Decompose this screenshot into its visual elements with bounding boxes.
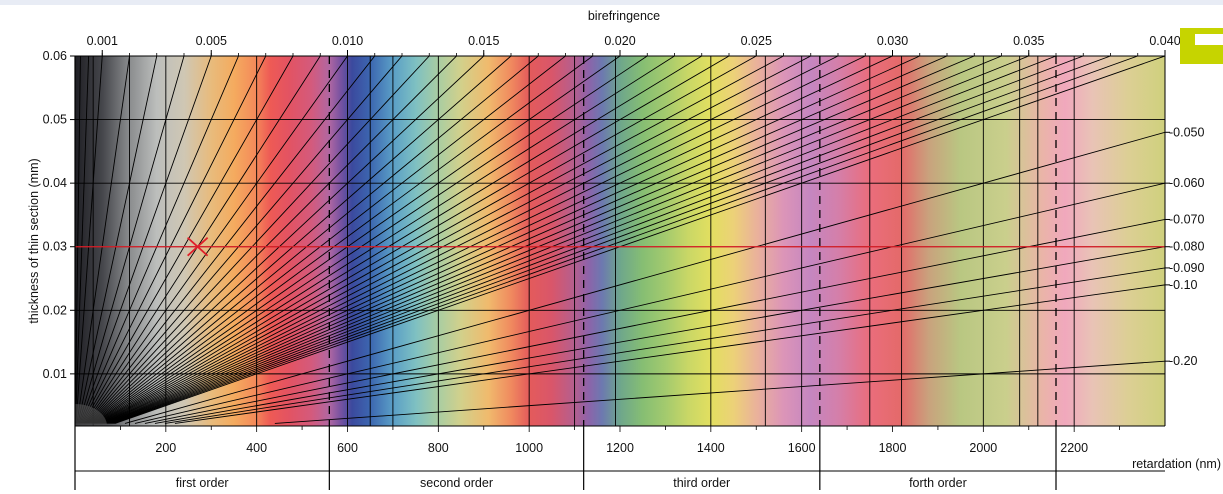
- birefringence-line: [79, 56, 212, 424]
- birefringence-line: [94, 56, 621, 424]
- birefringence-line: [110, 56, 1057, 424]
- birefringence-line: [106, 56, 948, 424]
- x-tick-label: 1400: [697, 441, 725, 455]
- top-tick-label: 0.005: [196, 34, 227, 48]
- top-tick-label: 0.001: [87, 34, 118, 48]
- top-tick-label: 0.040: [1149, 34, 1180, 48]
- birefringence-line: [86, 56, 403, 424]
- y-tick-label: 0.06: [43, 49, 67, 63]
- birefringence-line: [87, 56, 430, 424]
- right-birefringence-label: -0.080: [1169, 240, 1204, 254]
- top-tick-label: 0.020: [604, 34, 635, 48]
- birefringence-line: [109, 56, 1029, 424]
- birefringence-line: [93, 56, 594, 424]
- birefringence-line: [95, 56, 648, 424]
- axes: 0.01 0.02 0.03 0.04 0.05 0.06 0.001 0.005 0.010 0…: [43, 34, 1204, 490]
- birefringence-line: [78, 56, 185, 424]
- birefringence-line: [154, 246, 1165, 424]
- birefringence-line: [98, 56, 730, 424]
- birefringence-line: [100, 56, 784, 424]
- y-tick-label: 0.01: [43, 367, 67, 381]
- top-band: [0, 0, 1223, 5]
- x-axis-label: retardation (nm): [1132, 457, 1221, 471]
- y-axis-label: thickness of thin section (mm): [27, 158, 41, 323]
- birefringence-line: [113, 56, 1138, 424]
- birefringence-line: [90, 56, 512, 424]
- birefringence-line: [274, 360, 1165, 424]
- order-label: third order: [673, 476, 730, 490]
- birefringence-line: [111, 56, 1084, 424]
- x-tick-label: 400: [246, 441, 267, 455]
- x-tick-label: 2000: [969, 441, 997, 455]
- y-tick-label: 0.03: [43, 240, 67, 254]
- x-tick-label: 600: [337, 441, 358, 455]
- birefringence-line: [96, 56, 675, 424]
- birefringence-line: [75, 56, 90, 424]
- x-tick-label: 800: [428, 441, 449, 455]
- birefringence-line: [102, 56, 839, 424]
- x-tick-label: 1000: [515, 441, 543, 455]
- birefringence-line: [103, 56, 866, 424]
- birefringence-line: [104, 56, 893, 424]
- plot-lines: [75, 56, 1165, 426]
- y-tick-label: 0.02: [43, 303, 67, 317]
- birefringence-line: [81, 56, 267, 424]
- origin-shade: [75, 404, 107, 426]
- birefringence-line: [174, 284, 1165, 424]
- birefringence-line: [83, 56, 321, 424]
- birefringence-line: [75, 56, 81, 424]
- birefringence-line: [101, 56, 811, 424]
- y-tick-label: 0.04: [43, 176, 67, 190]
- x-tick-label: 2200: [1060, 441, 1088, 455]
- x-tick-label: 1800: [879, 441, 907, 455]
- birefringence-line: [114, 56, 1165, 424]
- right-birefringence-label: -0.050: [1169, 125, 1204, 139]
- birefringence-line: [92, 56, 566, 424]
- top-tick-label: 0.025: [741, 34, 772, 48]
- birefringence-line: [91, 56, 539, 424]
- top-tick-label: 0.015: [468, 34, 499, 48]
- right-birefringence-label: -0.20: [1169, 354, 1198, 368]
- birefringence-line: [80, 56, 239, 424]
- right-birefringence-label: -0.090: [1169, 261, 1204, 275]
- right-birefringence-label: -0.060: [1169, 176, 1204, 190]
- birefringence-line: [76, 56, 130, 424]
- birefringence-line: [112, 56, 1111, 424]
- order-label: first order: [176, 476, 229, 490]
- birefringence-line: [77, 56, 158, 424]
- birefringence-line: [89, 56, 485, 424]
- x-tick-label: 1200: [606, 441, 634, 455]
- right-birefringence-label: -0.10: [1169, 278, 1198, 292]
- y-tick-label: 0.05: [43, 113, 67, 127]
- birefringence-line: [105, 56, 920, 424]
- birefringence-line: [88, 56, 457, 424]
- top-tick-label: 0.035: [1013, 34, 1044, 48]
- brand-accent-bar: [1195, 34, 1223, 45]
- birefringence-line: [144, 219, 1165, 424]
- birefringence-line: [134, 182, 1165, 424]
- birefringence-line: [85, 56, 376, 424]
- birefringence-line: [108, 56, 1002, 424]
- top-tick-label: 0.030: [877, 34, 908, 48]
- order-label: forth order: [909, 476, 967, 490]
- top-tick-label: 0.010: [332, 34, 363, 48]
- x-tick-label: 1600: [788, 441, 816, 455]
- top-axis-label: birefringence: [588, 9, 660, 23]
- birefringence-line: [82, 56, 294, 424]
- marker-cross-b: [187, 237, 209, 257]
- x-tick-label: 200: [155, 441, 176, 455]
- right-birefringence-label: -0.070: [1169, 212, 1204, 226]
- birefringence-line: [164, 267, 1165, 424]
- birefringence-line: [107, 56, 975, 424]
- birefringence-line: [97, 56, 702, 424]
- birefringence-line: [99, 56, 757, 424]
- birefringence-line: [84, 56, 348, 424]
- birefringence-line: [75, 56, 103, 424]
- birefringence-line: [124, 131, 1165, 424]
- order-label: second order: [420, 476, 493, 490]
